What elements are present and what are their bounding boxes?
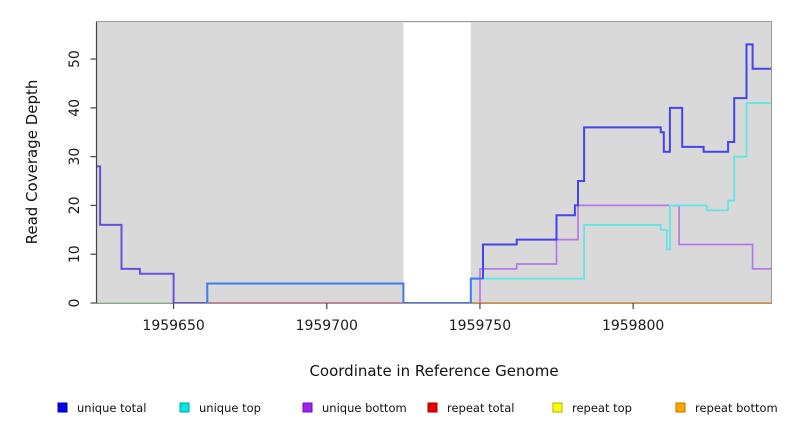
y-tick-label: 20: [67, 197, 83, 215]
y-tick-label: 10: [67, 245, 83, 263]
legend-swatch-repeat-bottom: [675, 402, 686, 413]
x-tick-label: 1959700: [296, 318, 358, 334]
series-unique-total-left: [97, 165, 208, 304]
series-unique-top: [469, 102, 771, 303]
legend-swatch-repeat-top: [552, 402, 563, 413]
legend-label-repeat-total: repeat total: [447, 401, 514, 415]
y-tick-label: 30: [67, 148, 83, 166]
legend-swatch-unique-top: [179, 402, 190, 413]
y-axis-title: Read Coverage Depth: [23, 80, 41, 245]
legend-label-repeat-bottom: repeat bottom: [695, 401, 778, 415]
y-tick-label: 0: [67, 299, 83, 308]
legend-swatch-repeat-total: [427, 402, 438, 413]
legend-label-unique-bottom: unique bottom: [322, 401, 407, 415]
x-axis-title: Coordinate in Reference Genome: [309, 362, 558, 380]
legend-label-unique-top: unique top: [199, 401, 261, 415]
legend-swatch-unique-total: [57, 402, 68, 413]
legend-swatch-unique-bottom: [302, 402, 313, 413]
x-tick-label: 1959750: [449, 318, 511, 334]
legend-label-repeat-top: repeat top: [572, 401, 632, 415]
y-tick-label: 40: [67, 99, 83, 117]
y-tick-label: 50: [67, 50, 83, 68]
chart-generated-layer: 1959650 1959700 1959750 1959800 0 10 20 30 40 50 u…: [57, 21, 778, 415]
gap-band: [403, 22, 471, 303]
series-unique-total-right: [482, 43, 771, 279]
series-unique-bottom: [479, 204, 771, 303]
x-tick-label: 1959650: [142, 318, 204, 334]
x-tick-label: 1959800: [602, 318, 664, 334]
legend-label-unique-total: unique total: [77, 401, 146, 415]
